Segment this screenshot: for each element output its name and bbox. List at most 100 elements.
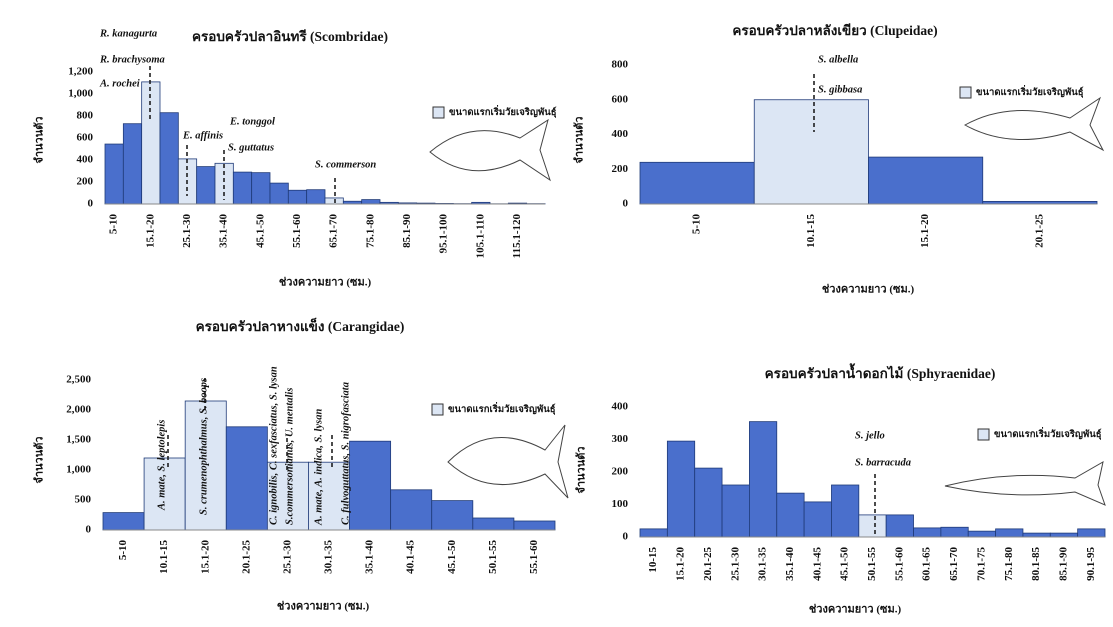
fish-icon (447, 424, 569, 499)
bar (940, 526, 969, 538)
x-tick-label: 55.1-60 (528, 540, 540, 574)
x-tick-label: 45.1-50 (839, 547, 851, 581)
bar (196, 166, 216, 205)
bar (967, 530, 996, 538)
x-tick-label: 85.1-90 (401, 214, 413, 248)
annotation: A. rochei (99, 78, 140, 89)
x-tick-label: 50.1-55 (487, 540, 499, 574)
x-tick-label: 5-10 (117, 540, 129, 561)
bar (287, 189, 308, 205)
y-tick-label: 200 (77, 176, 94, 188)
y-tick-label: 0 (88, 198, 94, 210)
chart: ครอบครัวปลาน้ำดอกไม้ (Sphyraenidae) จำนวน… (575, 363, 1106, 616)
legend-label: ขนาดแรกเริ่มวัยเจริญพันธุ์ (994, 426, 1102, 440)
bar (666, 440, 696, 538)
annotation: S. guttatus (228, 142, 274, 153)
chart: ครอบครัวปลาอินทรี (Scombridae) จำนวนตัวช่… (33, 28, 557, 288)
legend-label: ขนาดแรกเริ่มวัยเจริญพันธุ์ (448, 401, 556, 415)
bar (361, 199, 381, 205)
x-tick-label: 60.1-65 (921, 547, 933, 581)
chart-title: ครอบครัวปลาหางแข็ง (Carangidae) (196, 317, 405, 334)
x-tick-label: 35.1-40 (364, 540, 376, 574)
x-tick-label: 10.1-15 (805, 214, 817, 248)
y-tick-label: 2,500 (66, 374, 91, 386)
x-axis-title: ช่วงความยาว (ซม.) (277, 601, 370, 613)
annotation: A. mate, S. leptolepis (156, 420, 167, 511)
annotation: S.commersonianus, U. mentalis (284, 388, 295, 525)
bar (232, 171, 253, 205)
chart: ครอบครัวปลาหางแข็ง (Carangidae) จำนวนตัวช… (33, 317, 556, 612)
x-tick-label: 35.1-40 (218, 214, 230, 248)
bar (803, 501, 832, 538)
annotation: R. kanagurta (99, 28, 157, 39)
x-tick-label: 115.1-120 (511, 214, 523, 259)
y-tick-label: 300 (612, 433, 629, 445)
bar (225, 426, 268, 531)
x-tick-label: 55.1-60 (291, 214, 303, 248)
bar (349, 440, 392, 531)
annotation: S. jello (855, 430, 885, 441)
y-axis-title: จำนวนตัว (573, 116, 586, 163)
x-tick-label: 15.1-20 (919, 214, 931, 248)
bar (266, 461, 309, 531)
y-tick-label: 0 (623, 531, 629, 543)
y-tick-label: 600 (77, 132, 94, 144)
y-tick-label: 1,200 (68, 66, 93, 78)
chart-title: ครอบครัวปลาอินทรี (Scombridae) (192, 29, 388, 44)
bar (913, 527, 942, 538)
x-tick-label: 25.1-30 (281, 540, 293, 574)
x-tick-label: 75.1-80 (364, 214, 376, 248)
bar (639, 528, 668, 538)
annotation: C. ignobilis, C. sexfasciatus, S. lysan (268, 366, 279, 525)
bar (721, 484, 750, 538)
bar (1049, 532, 1079, 538)
bar (214, 162, 234, 205)
x-tick-label: 35.1-40 (784, 547, 796, 581)
bar (122, 123, 143, 205)
x-tick-label: 5-10 (108, 214, 120, 235)
chart-title: ครอบครัวปลาน้ำดอกไม้ (Sphyraenidae) (765, 363, 996, 381)
bar (831, 484, 860, 538)
x-tick-label: 20.1-25 (240, 540, 252, 574)
y-tick-label: 2,000 (66, 404, 91, 416)
legend-swatch (431, 403, 444, 416)
x-tick-label: 75.1-80 (1003, 547, 1015, 581)
bar (639, 161, 755, 205)
x-tick-label: 55.1-60 (893, 547, 905, 581)
bar (776, 492, 805, 538)
x-tick-label: 20.1-25 (702, 547, 714, 581)
bar (1077, 528, 1106, 538)
y-axis-title: จำนวนตัว (33, 436, 46, 483)
x-tick-label: 15.1-20 (199, 540, 211, 574)
bar (159, 112, 179, 205)
x-tick-label: 25.1-30 (729, 547, 741, 581)
y-tick-label: 1,500 (66, 434, 91, 446)
y-tick-label: 0 (623, 198, 629, 210)
y-tick-label: 500 (75, 494, 92, 506)
x-axis-title: ช่วงความยาว (ซม.) (279, 277, 372, 289)
bar (104, 143, 124, 205)
annotation: E. affinis (182, 130, 223, 141)
bar (753, 99, 869, 205)
bar (885, 514, 914, 538)
fish-icons (429, 96, 1106, 506)
annotation: R. brachysoma (99, 54, 165, 65)
annotation: A. mate, A. indica, S. lysan (313, 409, 324, 526)
x-tick-label: 45.1-50 (254, 214, 266, 248)
bar (306, 189, 326, 205)
bar (694, 467, 723, 538)
x-tick-label: 70.1-75 (975, 547, 987, 581)
legend-label: ขนาดแรกเริ่มวัยเจริญพันธุ์ (449, 104, 557, 118)
x-tick-label: 65.1-70 (328, 214, 340, 248)
x-axis-title: ช่วงความยาว (ซม.) (822, 284, 915, 296)
x-tick-label: 105.1-110 (474, 214, 486, 259)
y-tick-label: 800 (612, 59, 629, 71)
x-tick-label: 30.1-35 (323, 540, 335, 574)
annotation: S. crumenophthalmus, S. boops (198, 378, 209, 515)
x-tick-label: 95.1-100 (438, 214, 450, 254)
y-tick-label: 1,000 (66, 464, 91, 476)
legend-swatch (977, 428, 990, 441)
x-tick-label: 10-15 (647, 547, 659, 573)
bar (390, 489, 433, 531)
